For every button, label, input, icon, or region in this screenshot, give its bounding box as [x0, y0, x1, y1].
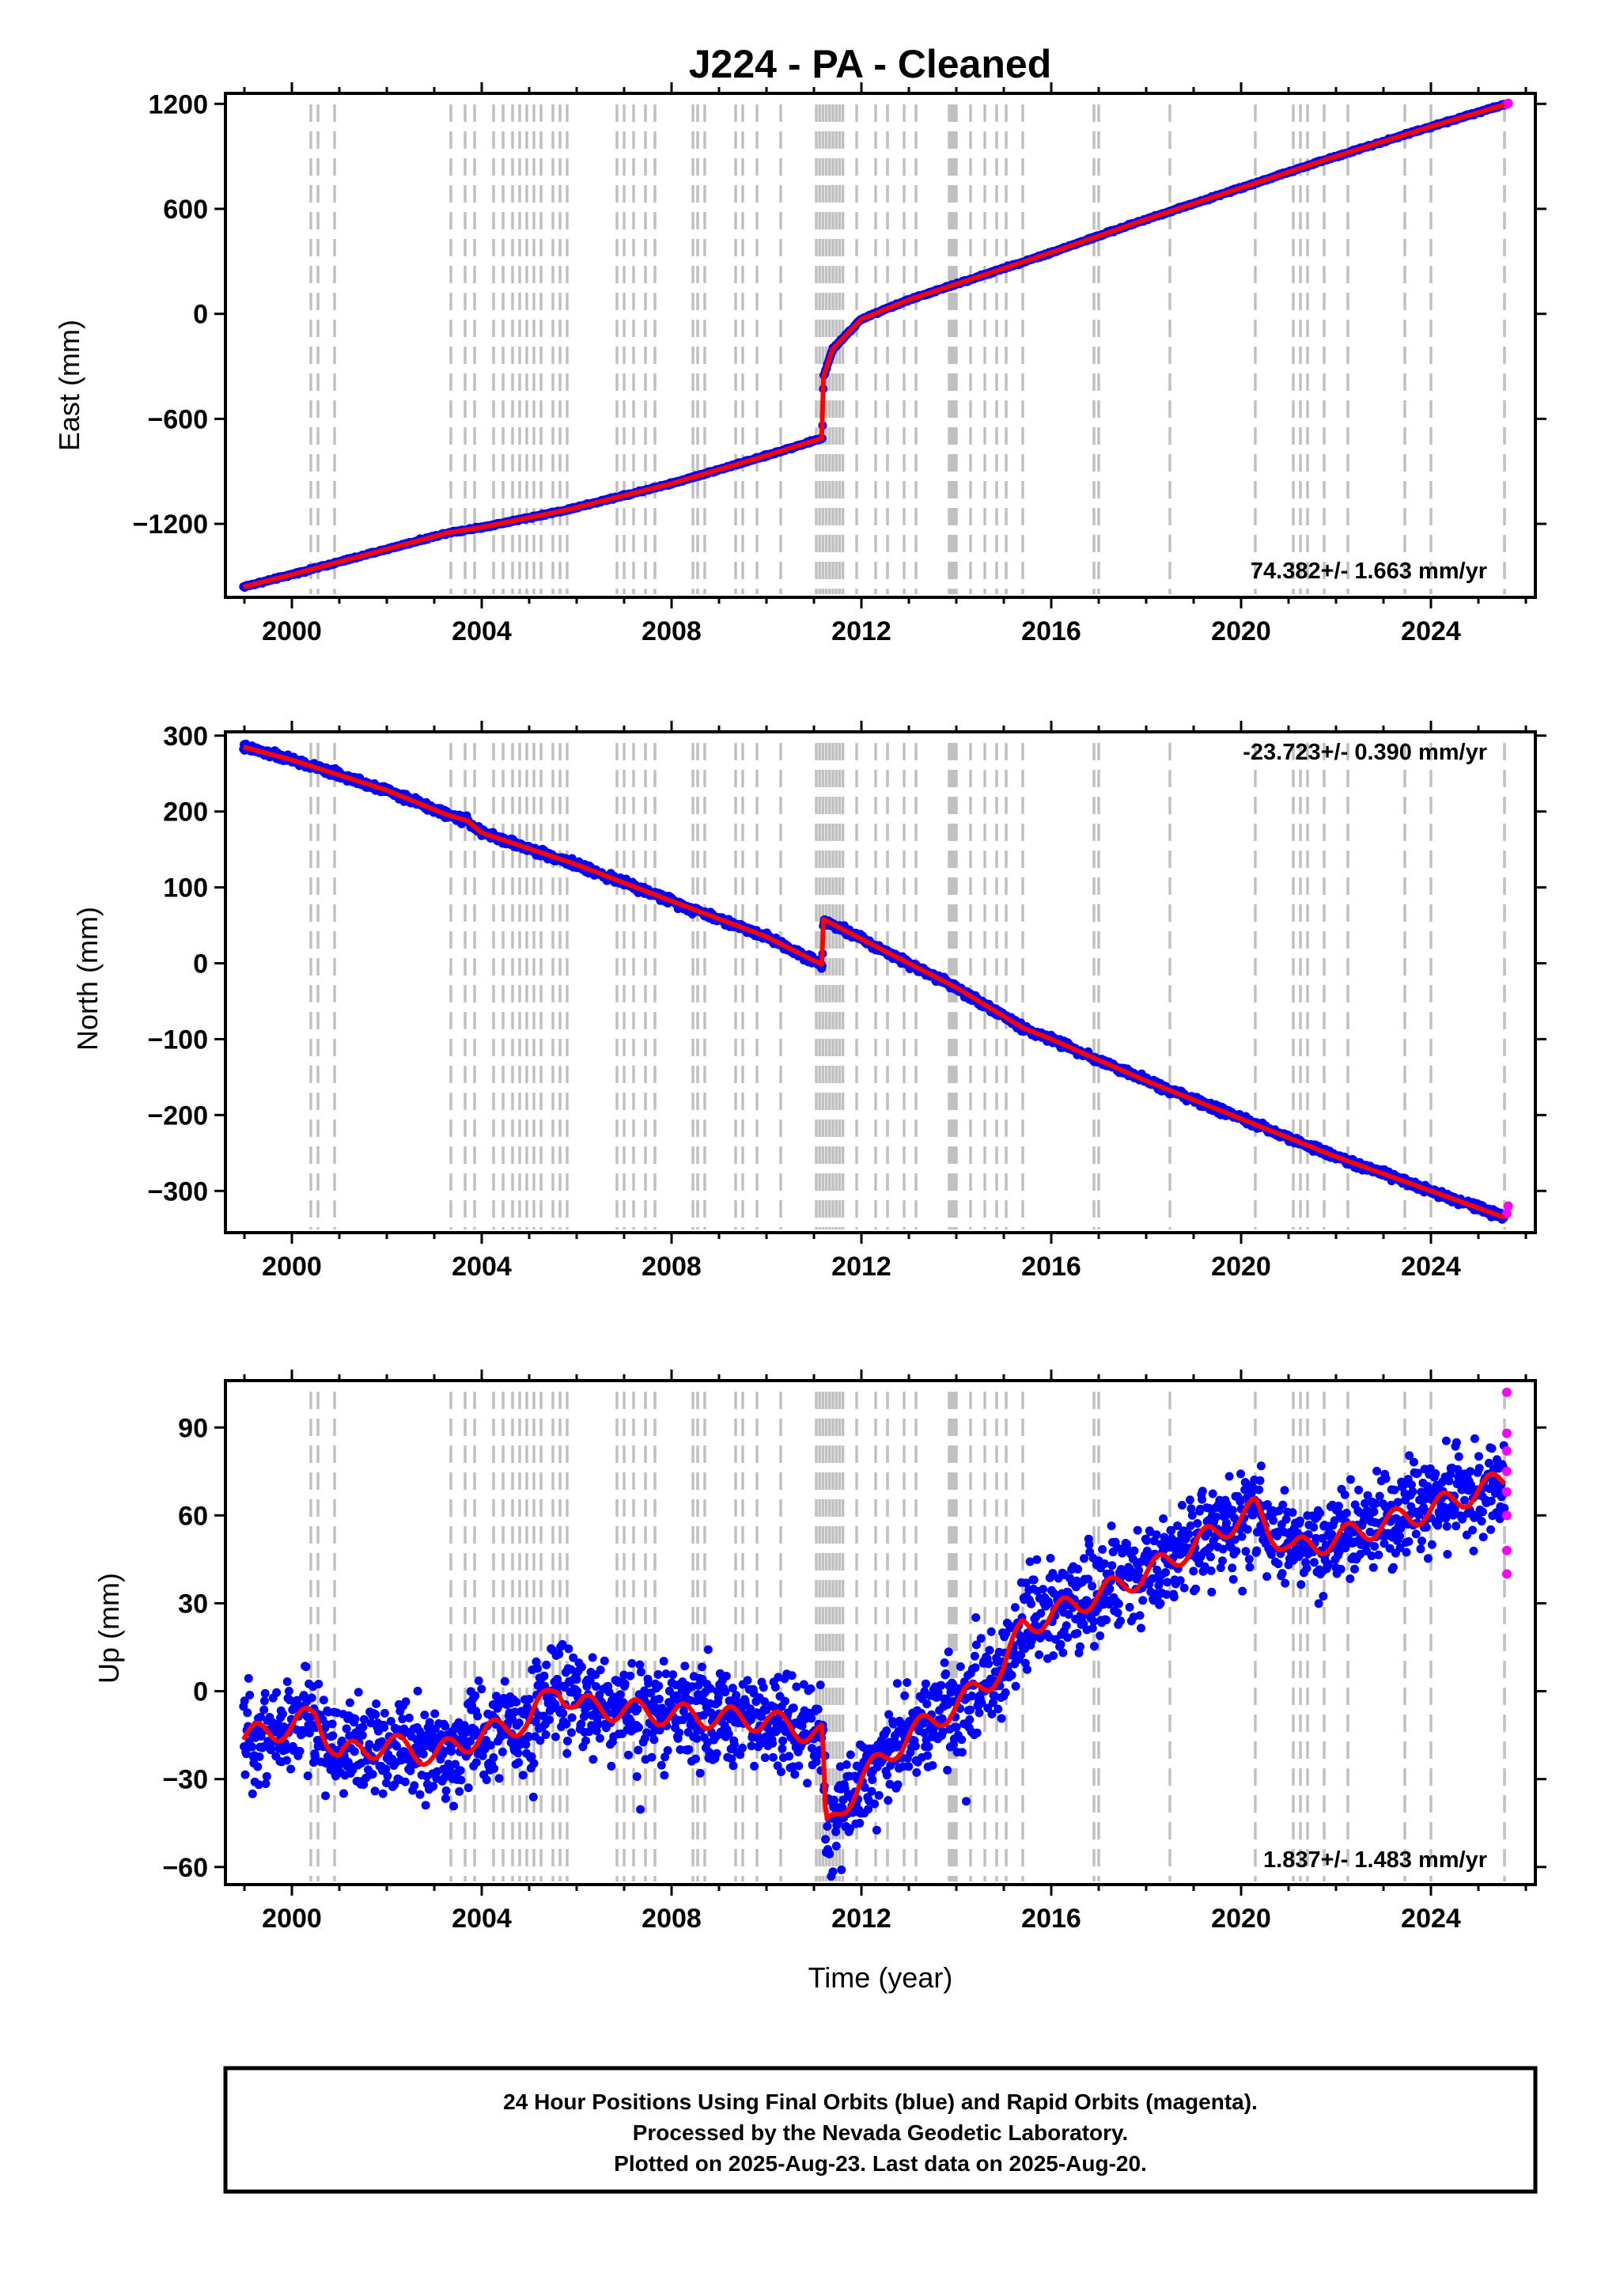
final-orbit-point: [248, 1742, 257, 1752]
rapid-orbit-point: [1503, 1201, 1513, 1211]
final-orbit-point: [259, 1705, 269, 1714]
x-tick-label: 2012: [831, 616, 891, 646]
north-y-axis-label: North (mm): [71, 907, 104, 1051]
up-panel: 2000 2004 2008 2012 2016 2020 20249060300−30−6…: [93, 1370, 1546, 1994]
final-orbit-point: [243, 1708, 252, 1718]
x-tick-label: 2008: [642, 616, 702, 646]
y-tick-label: −200: [147, 1101, 208, 1131]
final-orbit-point: [248, 1789, 257, 1798]
east-y-axis-label: East (mm): [53, 320, 85, 451]
x-tick-label: 2016: [1021, 616, 1081, 646]
final-orbit-point: [284, 1687, 293, 1695]
y-tick-label: −100: [147, 1025, 208, 1055]
y-tick-label: 0: [193, 949, 208, 979]
final-orbit-point: [339, 1789, 348, 1798]
y-tick-label: 100: [163, 873, 208, 904]
x-tick-label: 2008: [642, 1252, 702, 1282]
final-orbit-point: [350, 1747, 359, 1756]
final-orbit-point: [282, 1756, 291, 1765]
north-rate-label: -23.723+/- 0.390 mm/yr: [1243, 740, 1487, 765]
x-tick-label: 2004: [452, 616, 512, 646]
final-orbit-point: [345, 1698, 354, 1707]
x-tick-label: 2024: [1401, 616, 1461, 646]
east-rate-label: 74.382+/- 1.663 mm/yr: [1251, 559, 1487, 584]
plot-background: [225, 93, 1535, 597]
final-orbit-point: [272, 1688, 282, 1697]
x-tick-label: 2004: [452, 1252, 512, 1282]
x-tick-label: 2012: [831, 1252, 891, 1282]
final-orbit-point: [327, 1719, 337, 1729]
x-tick-label: 2020: [1211, 1252, 1271, 1282]
y-tick-label: −1200: [133, 510, 209, 540]
final-orbit-point: [321, 1791, 330, 1801]
final-orbit-point: [244, 1673, 253, 1683]
final-orbit-point: [319, 1695, 328, 1705]
x-tick-label: 2016: [1021, 1252, 1081, 1282]
y-tick-label: 300: [163, 722, 208, 752]
east-panel: 2000 2004 2008 2012 2016 2020 2024 1200 600 0 −600…: [53, 82, 1546, 646]
north-panel: 2000 2004 2008 2012 2016 2020 2024 300 200 100 0 −1…: [71, 721, 1546, 1282]
north-plot-layer: 2000 2004 2008 2012 2016 2020 2024 300 200 100 0 −1…: [147, 721, 1546, 1282]
y-tick-label: −300: [147, 1176, 208, 1207]
final-orbit-point: [278, 1709, 287, 1718]
x-tick-label: 2024: [1401, 1252, 1461, 1282]
final-orbit-point: [262, 1771, 271, 1781]
x-tick-label: 2000: [262, 1252, 322, 1282]
east-plot-layer: 2000 2004 2008 2012 2016 2020 2024 1200 600 0 −600…: [133, 82, 1546, 646]
final-orbit-point: [301, 1662, 311, 1672]
final-orbit-point: [295, 1746, 305, 1756]
y-tick-label: 0: [193, 300, 208, 330]
final-orbit-point: [245, 1691, 255, 1699]
x-tick-label: 2020: [1211, 616, 1271, 646]
final-orbit-point: [314, 1680, 324, 1688]
x-tick-label: 2000: [262, 616, 322, 646]
final-orbit-point: [260, 1688, 270, 1698]
final-orbit-point: [286, 1764, 296, 1774]
y-tick-label: 200: [163, 798, 208, 828]
figure-title: J224 - PA - Cleaned: [689, 42, 1052, 86]
plot-background: [225, 1381, 1535, 1885]
final-orbit-point: [240, 1770, 250, 1779]
final-orbit-point: [255, 1752, 264, 1761]
final-orbit-point: [253, 1762, 263, 1771]
final-orbit-point: [328, 1731, 338, 1741]
final-orbit-point: [282, 1677, 292, 1686]
final-orbit-point: [307, 1693, 316, 1703]
final-orbit-point: [259, 1696, 269, 1706]
final-orbit-point: [303, 1771, 312, 1780]
y-tick-label: −600: [147, 404, 208, 434]
y-tick-label: 1200: [148, 89, 208, 119]
y-tick-label: 600: [163, 195, 208, 225]
final-orbit-point: [261, 1779, 271, 1788]
